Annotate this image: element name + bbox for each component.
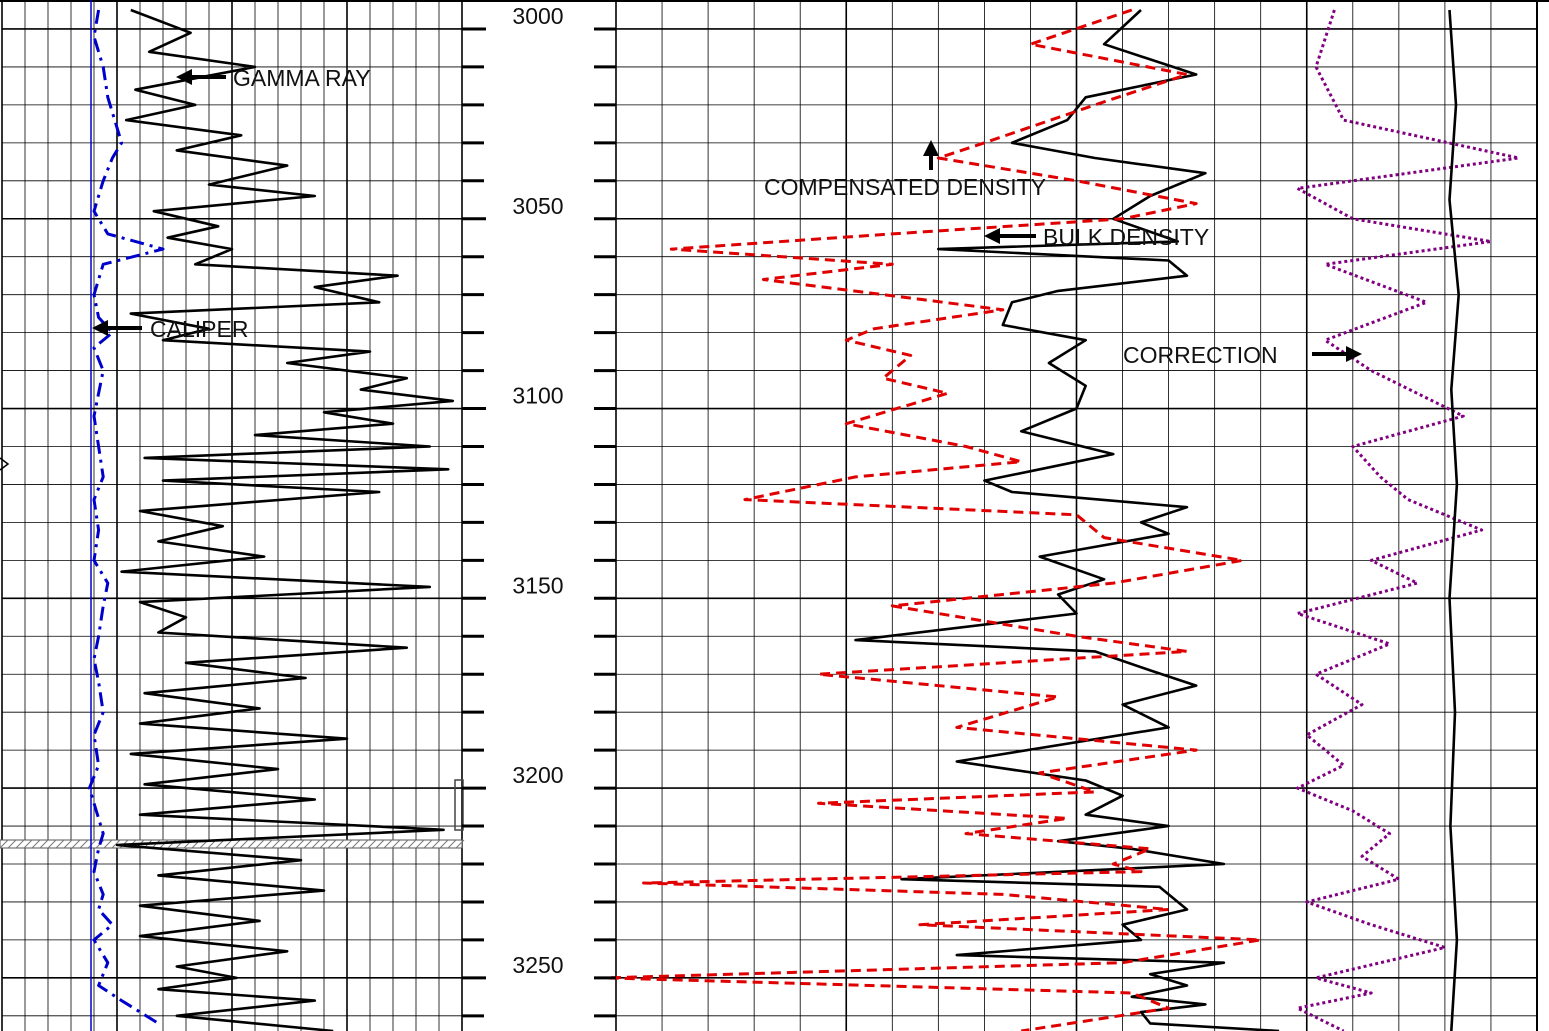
- bulk-density-label: BULK DENSITY: [1043, 224, 1209, 250]
- casing-hatch-line: [263, 839, 273, 849]
- gamma-ray-annotation: GAMMA RAY: [176, 65, 371, 91]
- casing-hatch-line: [239, 839, 249, 849]
- casing-hatch-line: [303, 839, 313, 849]
- casing-hatch-line: [447, 839, 457, 849]
- casing-hatch-line: [255, 839, 265, 849]
- curve-caliper: [87, 9, 165, 1025]
- casing-hatch-line: [223, 839, 233, 849]
- casing-hatch-line: [415, 839, 425, 849]
- gamma-ray-arrowhead: [176, 69, 192, 85]
- casing-hatch-line: [47, 839, 57, 849]
- casing-hatch-line: [247, 839, 257, 849]
- casing-hatch-line: [407, 839, 417, 849]
- depth-label-3250: 3250: [512, 952, 563, 978]
- casing-hatch-line: [39, 839, 49, 849]
- curve-compensated-density: [605, 8, 1263, 1031]
- curve-correction: [1296, 9, 1521, 1031]
- correction-arrowhead: [1346, 346, 1362, 362]
- edge-bracket: [454, 779, 464, 831]
- casing-hatch-line: [431, 839, 441, 849]
- compensated-density-label: COMPENSATED DENSITY: [764, 174, 1046, 200]
- casing-hatch-line: [111, 839, 121, 849]
- caliper-label: CALIPER: [150, 316, 248, 342]
- casing-hatch-line: [375, 839, 385, 849]
- depth-label-3200: 3200: [512, 762, 563, 788]
- casing-hatch-line: [7, 839, 17, 849]
- casing-hatch-line: [327, 839, 337, 849]
- casing-hatch-line: [335, 839, 345, 849]
- casing-hatch-line: [103, 839, 113, 849]
- casing-hatch-line: [351, 839, 361, 849]
- casing-hatch-line: [23, 839, 33, 849]
- curve-edge-trace: [1448, 9, 1460, 1031]
- casing-hatch-line: [383, 839, 393, 849]
- bulk-density-arrowhead: [984, 228, 1000, 244]
- casing-hatch-line: [63, 839, 73, 849]
- casing-hatch-line: [343, 839, 353, 849]
- casing-hatch-line: [311, 839, 321, 849]
- casing-hatch-line: [87, 839, 97, 849]
- compensated-density-arrowhead: [923, 140, 939, 156]
- casing-hatch-line: [55, 839, 65, 849]
- caliper-arrowhead: [92, 320, 108, 336]
- casing-hatch-line: [423, 839, 433, 849]
- casing-hatch-line: [271, 839, 281, 849]
- casing-hatch-line: [279, 839, 289, 849]
- curve-bulk-density: [854, 9, 1280, 1031]
- casing-hatch-line: [455, 839, 465, 849]
- casing-hatch-line: [359, 839, 369, 849]
- edge-tick-mark: [0, 457, 10, 471]
- casing-hatch-line: [79, 839, 89, 849]
- caliper-annotation: CALIPER: [92, 316, 248, 342]
- depth-label-3000: 3000: [512, 3, 563, 29]
- curve-gamma: [115, 8, 455, 1031]
- casing-hatch-line: [231, 839, 241, 849]
- depth-label-3150: 3150: [512, 572, 563, 598]
- casing-hatch-line: [391, 839, 401, 849]
- casing-hatch-line: [399, 839, 409, 849]
- depth-label-3100: 3100: [512, 383, 563, 409]
- casing-hatch-line: [295, 839, 305, 849]
- casing-hatch-line: [287, 839, 297, 849]
- casing-hatch-line: [15, 839, 25, 849]
- bulk-density-annotation: BULK DENSITY: [984, 224, 1209, 250]
- casing-hatch-line: [319, 839, 329, 849]
- compensated-density-annotation: COMPENSATED DENSITY: [764, 140, 1046, 200]
- gamma-ray-label: GAMMA RAY: [233, 65, 371, 91]
- depth-track: 3000 3050 3100 3150 3200 3250: [462, 3, 616, 1018]
- casing-hatch-line: [71, 839, 81, 849]
- correction-label: CORRECTION: [1123, 342, 1278, 368]
- correction-annotation: CORRECTION: [1123, 342, 1362, 368]
- casing-hatch-line: [31, 839, 41, 849]
- casing-hatch-line: [439, 839, 449, 849]
- casing-hatch-line: [367, 839, 377, 849]
- depth-label-3050: 3050: [512, 193, 563, 219]
- casing-hatch-line: [0, 839, 9, 849]
- curves: [87, 8, 1521, 1031]
